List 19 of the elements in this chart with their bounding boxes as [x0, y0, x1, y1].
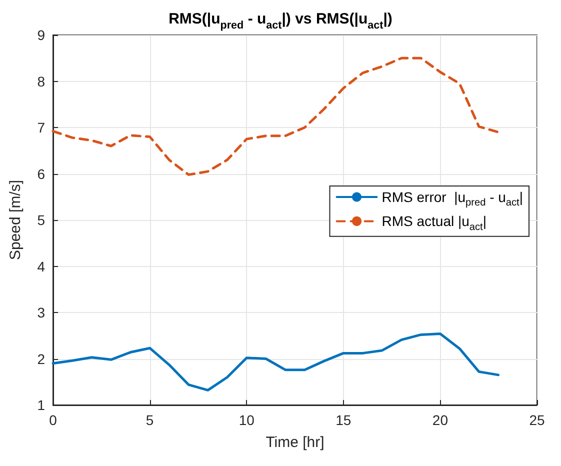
y-tick-label: 2 [37, 350, 46, 367]
x-tick-label: 15 [336, 412, 352, 428]
y-tick-label: 5 [37, 212, 46, 228]
y-tick-label: 1 [37, 397, 46, 413]
x-tick-label: 25 [529, 412, 545, 428]
y-tick-label: 7 [37, 120, 46, 136]
x-tick-label: 5 [146, 412, 154, 428]
line-series [52, 332, 500, 392]
x-tick-label: 10 [238, 412, 255, 428]
y-tick-label: 3 [37, 304, 46, 320]
x-tick-label: 0 [49, 412, 58, 428]
y-axis-title: Speed [m/s] [7, 180, 24, 260]
y-tick-label: 4 [37, 258, 46, 274]
y-tick-label: 8 [37, 73, 46, 90]
y-tick-label: 6 [37, 166, 46, 182]
x-axis-title: Time [hr] [266, 434, 324, 451]
x-tick-label: 20 [432, 412, 448, 428]
y-tick-label: 9 [37, 27, 46, 43]
line-series [52, 56, 500, 176]
